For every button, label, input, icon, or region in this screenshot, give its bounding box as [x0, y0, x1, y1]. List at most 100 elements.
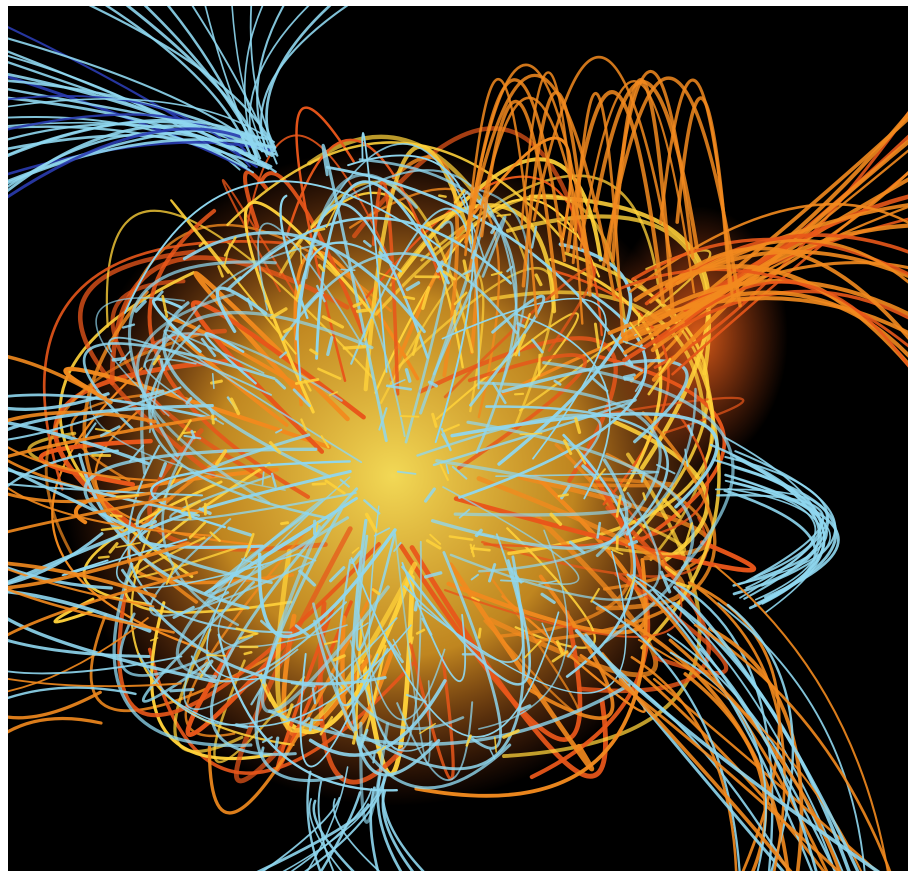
- closed-field-line: [359, 175, 603, 337]
- blue-field-line: [124, 180, 441, 314]
- disk-speckle: [411, 331, 421, 356]
- closed-field-line: [243, 200, 373, 414]
- closed-field-line: [170, 199, 297, 355]
- disk-speckle: [351, 547, 360, 554]
- open-field-line-upper-right: [654, 289, 908, 344]
- disk-speckle: [438, 194, 447, 198]
- closed-field-line: [285, 138, 442, 281]
- disk-speckle: [502, 729, 520, 739]
- open-field-line-left: [8, 468, 200, 517]
- right-blue-loop: [723, 489, 817, 610]
- disk-speckle: [403, 295, 416, 301]
- blue-field-line: [478, 529, 569, 730]
- disk-speckle: [159, 462, 167, 478]
- disk-speckle: [634, 375, 646, 392]
- open-field-line-top: [231, 6, 268, 158]
- disk-speckle: [200, 337, 217, 357]
- open-field-line-left: [8, 386, 182, 441]
- closed-field-line: [259, 171, 365, 334]
- disk-speckle: [683, 522, 694, 548]
- disk-speckle: [581, 464, 598, 480]
- disk-speckle: [206, 591, 230, 604]
- disk-speckle: [180, 499, 202, 513]
- disk-speckle: [184, 497, 192, 521]
- open-field-line-lower-right: [673, 585, 860, 871]
- tall-orange-loop: [464, 78, 538, 318]
- closed-field-line: [527, 574, 615, 721]
- blue-field-line: [148, 240, 348, 434]
- disk-speckle: [243, 651, 253, 656]
- disk-speckle: [250, 687, 262, 706]
- disk-speckle: [629, 321, 643, 340]
- disk-speckle: [461, 190, 469, 199]
- disk-speckle: [615, 494, 622, 518]
- disk-speckle: [538, 580, 558, 585]
- disk-speckle: [274, 378, 287, 390]
- disk-speckle: [311, 687, 317, 705]
- disk-speckle: [471, 249, 477, 260]
- blue-field-line: [430, 458, 629, 550]
- disk-speckle: [593, 322, 600, 349]
- disk-speckle: [506, 265, 514, 273]
- disk-speckle: [350, 550, 362, 565]
- disk-speckle: [387, 640, 404, 664]
- blue-field-line: [136, 292, 271, 505]
- disk-speckle: [363, 318, 372, 342]
- disk-speckle: [100, 526, 125, 532]
- closed-field-line: [317, 601, 405, 785]
- disk-speckle: [658, 357, 672, 376]
- closed-field-line: [414, 558, 648, 798]
- disk-speckle: [298, 553, 317, 562]
- disk-speckle: [567, 645, 577, 658]
- disk-speckle: [496, 213, 512, 217]
- open-field-line-top: [125, 6, 264, 153]
- open-field-line-left: [8, 532, 104, 586]
- disk-speckle: [393, 542, 402, 552]
- disk-speckle: [329, 566, 346, 583]
- disk-speckle: [223, 244, 231, 268]
- disk-speckle: [371, 588, 381, 596]
- disk-speckle: [524, 313, 531, 329]
- disk-speckle: [165, 565, 176, 585]
- open-field-line-top: [104, 6, 252, 157]
- disk-speckle: [326, 336, 334, 357]
- disk-speckle: [625, 362, 644, 372]
- right-blue-loop: [724, 436, 825, 605]
- disk-speckle: [372, 751, 376, 764]
- blue-field-line: [295, 202, 429, 359]
- tall-orange-loop: [464, 73, 617, 301]
- disk-speckle: [453, 309, 457, 324]
- disk-speckle: [555, 640, 564, 654]
- disk-speckle: [553, 379, 562, 386]
- field-line-image: [8, 6, 908, 871]
- closed-field-line: [448, 562, 595, 772]
- open-field-line-left: [8, 421, 150, 466]
- blue-field-line: [257, 528, 397, 639]
- disk-speckle: [376, 746, 387, 754]
- disk-speckle: [640, 471, 646, 483]
- open-field-line-upper-left: [8, 129, 258, 183]
- disk-speckle: [292, 388, 311, 408]
- blue-field-line: [107, 336, 272, 396]
- disk-speckle: [340, 268, 356, 271]
- disk-speckle: [325, 204, 338, 228]
- disk-speckle: [261, 471, 265, 486]
- disk-speckle: [540, 592, 556, 604]
- disk-speckle: [190, 429, 196, 440]
- disk-speckle: [290, 681, 316, 688]
- blue-field-line: [140, 310, 374, 475]
- open-field-line-left: [8, 541, 190, 590]
- blue-field-line: [138, 617, 398, 726]
- disk-speckle: [436, 260, 444, 273]
- disk-speckle: [330, 726, 345, 736]
- open-field-line-bottom: [308, 798, 343, 871]
- tall-orange-loop: [466, 63, 594, 279]
- disk-speckle: [623, 376, 634, 381]
- disk-speckle: [128, 444, 145, 463]
- disk-speckle: [309, 348, 319, 356]
- right-blue-loop: [716, 494, 825, 583]
- disk-speckle: [164, 309, 186, 324]
- open-field-line-lower-right: [669, 651, 767, 871]
- open-field-line-left: [8, 568, 155, 608]
- blue-field-line: [350, 557, 560, 738]
